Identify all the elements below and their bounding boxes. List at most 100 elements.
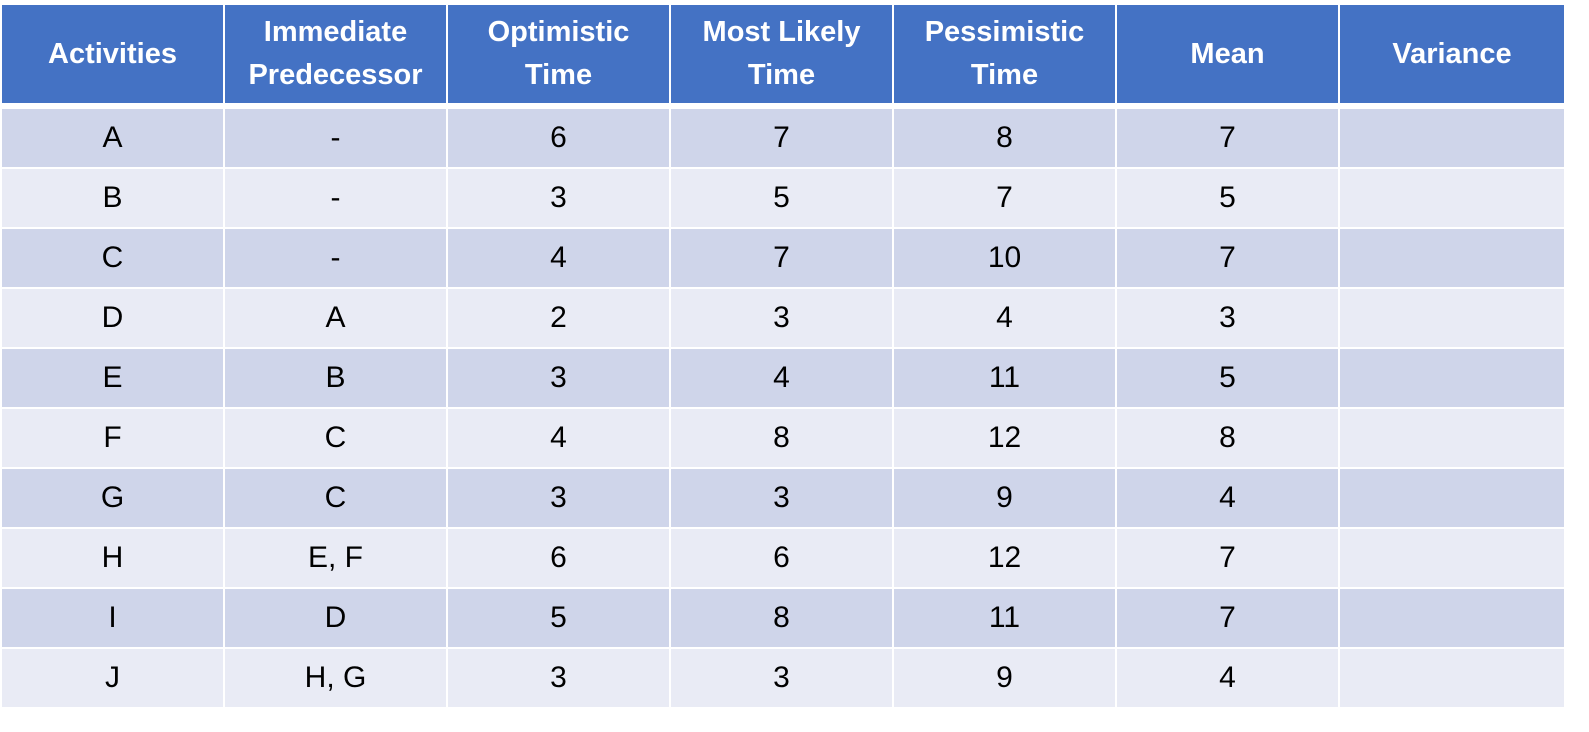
header-row: Activities Immediate Predecessor Optimis… (2, 5, 1564, 107)
cell-optimistic: 6 (448, 529, 669, 587)
cell-most-likely: 7 (671, 109, 892, 167)
header-immediate-predecessor: Immediate Predecessor (225, 5, 446, 107)
cell-most-likely: 3 (671, 649, 892, 707)
table-row: F C 4 8 12 8 (2, 409, 1564, 467)
cell-mean: 7 (1117, 109, 1338, 167)
table-row: E B 3 4 11 5 (2, 349, 1564, 407)
pert-activity-table: Activities Immediate Predecessor Optimis… (0, 3, 1566, 709)
cell-mean: 4 (1117, 649, 1338, 707)
cell-predecessor: - (225, 229, 446, 287)
table-row: C -4 7 10 7 (2, 229, 1564, 287)
header-predecessor-line-1: Immediate (263, 16, 408, 48)
header-mean-line-1: Mean (1190, 37, 1265, 70)
cell-activity: J (2, 649, 223, 707)
cell-activity: G (2, 469, 223, 527)
cell-optimistic: 4 (448, 229, 669, 287)
cell-pessimistic: 11 (894, 349, 1115, 407)
cell-mean: 8 (1117, 409, 1338, 467)
cell-pessimistic: 8 (894, 109, 1115, 167)
cell-optimistic: 2 (448, 289, 669, 347)
cell-most-likely: 6 (671, 529, 892, 587)
header-pessimistic-line-1: Pessimistic (924, 16, 1085, 48)
cell-mean: 5 (1117, 169, 1338, 227)
header-optimistic-line-1: Optimistic (487, 16, 630, 48)
cell-predecessor: - (225, 169, 446, 227)
header-optimistic-line-2: Time (524, 59, 593, 91)
cell-predecessor: - (225, 109, 446, 167)
cell-most-likely: 7 (671, 229, 892, 287)
table-body: A -6 7 8 7 B -3 5 7 5 C -4 7 10 7 D A 2 3 4 3 E B 3 4 11 5 F C 4 8 12 8 G… (2, 109, 1564, 707)
header-activities: Activities (2, 5, 223, 107)
header-variance-line-1: Variance (1392, 37, 1512, 70)
cell-activity: F (2, 409, 223, 467)
cell-pessimistic: 9 (894, 649, 1115, 707)
cell-mean: 7 (1117, 589, 1338, 647)
cell-activity: H (2, 529, 223, 587)
header-most-likely-line-1: Most Likely (702, 16, 861, 48)
header-optimistic-time: Optimistic Time (448, 5, 669, 107)
header-most-likely-line-2: Time (747, 59, 816, 91)
cell-variance (1340, 109, 1564, 167)
cell-most-likely: 3 (671, 289, 892, 347)
cell-optimistic: 6 (448, 109, 669, 167)
cell-predecessor: C (225, 469, 446, 527)
cell-variance (1340, 469, 1564, 527)
cell-predecessor: E, F (225, 529, 446, 587)
cell-variance (1340, 289, 1564, 347)
cell-pessimistic: 4 (894, 289, 1115, 347)
cell-variance (1340, 349, 1564, 407)
header-activities-line-1: Activities (48, 37, 177, 70)
cell-most-likely: 8 (671, 589, 892, 647)
cell-pessimistic: 9 (894, 469, 1115, 527)
cell-variance (1340, 649, 1564, 707)
header-mean: Mean (1117, 5, 1338, 107)
cell-activity: A (2, 109, 223, 167)
cell-predecessor: A (225, 289, 446, 347)
cell-predecessor: C (225, 409, 446, 467)
cell-pessimistic: 7 (894, 169, 1115, 227)
table-row: H E, F 6 6 12 7 (2, 529, 1564, 587)
header-pessimistic-time: Pessimistic Time (894, 5, 1115, 107)
header-pessimistic-line-2: Time (970, 59, 1039, 91)
header-predecessor-line-2: Predecessor (248, 59, 423, 91)
cell-optimistic: 3 (448, 169, 669, 227)
table-row: I D 5 8 11 7 (2, 589, 1564, 647)
cell-activity: B (2, 169, 223, 227)
cell-variance (1340, 589, 1564, 647)
cell-mean: 7 (1117, 229, 1338, 287)
cell-most-likely: 4 (671, 349, 892, 407)
cell-predecessor: B (225, 349, 446, 407)
cell-optimistic: 3 (448, 349, 669, 407)
cell-variance (1340, 169, 1564, 227)
header-most-likely-time: Most Likely Time (671, 5, 892, 107)
pert-table-container: Activities Immediate Predecessor Optimis… (0, 3, 1566, 709)
cell-activity: I (2, 589, 223, 647)
cell-pessimistic: 10 (894, 229, 1115, 287)
cell-mean: 3 (1117, 289, 1338, 347)
header-variance: Variance (1340, 5, 1564, 107)
cell-pessimistic: 12 (894, 529, 1115, 587)
cell-activity: D (2, 289, 223, 347)
cell-predecessor: D (225, 589, 446, 647)
cell-activity: E (2, 349, 223, 407)
cell-mean: 5 (1117, 349, 1338, 407)
cell-variance (1340, 409, 1564, 467)
cell-pessimistic: 12 (894, 409, 1115, 467)
cell-predecessor: H, G (225, 649, 446, 707)
cell-pessimistic: 11 (894, 589, 1115, 647)
cell-optimistic: 3 (448, 649, 669, 707)
cell-most-likely: 8 (671, 409, 892, 467)
cell-activity: C (2, 229, 223, 287)
cell-optimistic: 5 (448, 589, 669, 647)
cell-mean: 7 (1117, 529, 1338, 587)
cell-variance (1340, 529, 1564, 587)
cell-optimistic: 4 (448, 409, 669, 467)
cell-most-likely: 5 (671, 169, 892, 227)
cell-variance (1340, 229, 1564, 287)
cell-mean: 4 (1117, 469, 1338, 527)
cell-optimistic: 3 (448, 469, 669, 527)
